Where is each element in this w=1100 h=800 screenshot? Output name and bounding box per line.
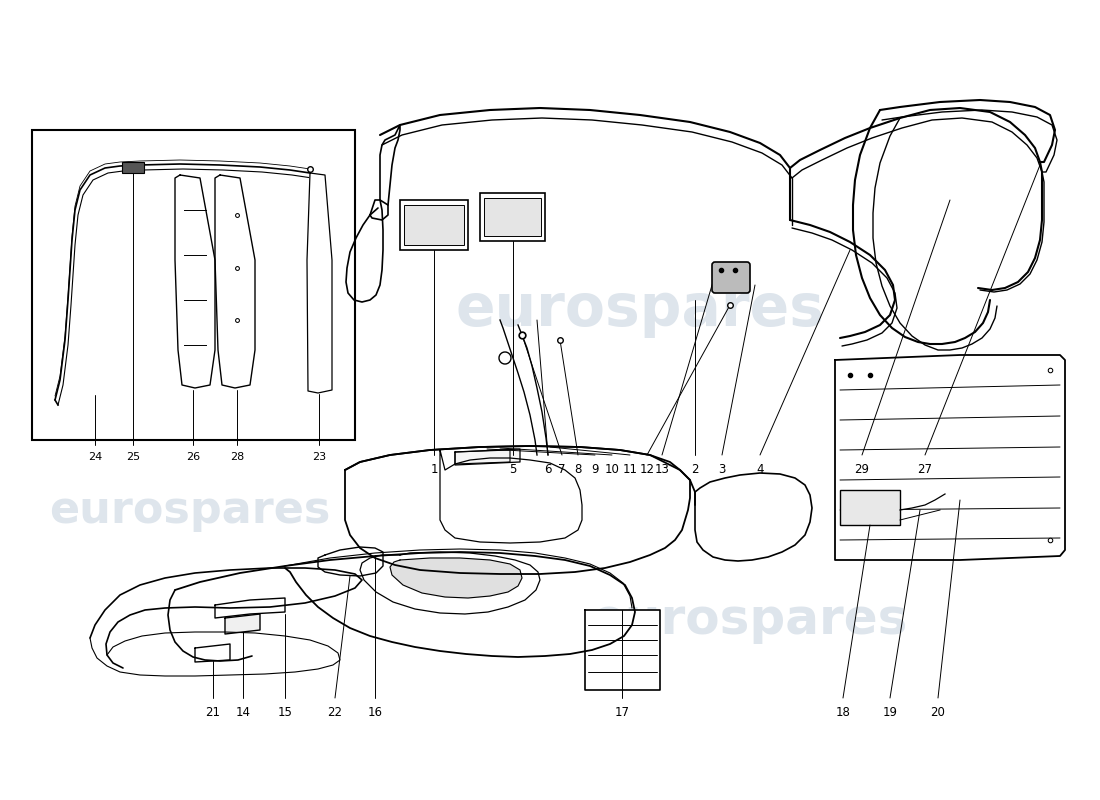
Polygon shape <box>214 598 285 618</box>
Bar <box>122 162 144 173</box>
Polygon shape <box>370 200 388 220</box>
Text: 11: 11 <box>623 463 638 476</box>
Text: 19: 19 <box>882 706 898 719</box>
Text: eurospares: eurospares <box>50 489 331 531</box>
Text: 14: 14 <box>235 706 251 719</box>
Polygon shape <box>835 355 1065 560</box>
Text: 20: 20 <box>931 706 945 719</box>
Polygon shape <box>390 558 522 598</box>
Text: 22: 22 <box>328 706 342 719</box>
Bar <box>840 490 900 525</box>
Polygon shape <box>585 610 660 690</box>
Text: 6: 6 <box>544 463 552 476</box>
Text: 9: 9 <box>592 463 598 476</box>
Text: 26: 26 <box>186 452 200 462</box>
FancyBboxPatch shape <box>712 262 750 293</box>
Text: 7: 7 <box>558 463 565 476</box>
Text: 10: 10 <box>605 463 619 476</box>
Text: 12: 12 <box>639 463 654 476</box>
Text: 8: 8 <box>574 463 582 476</box>
Text: 18: 18 <box>836 706 850 719</box>
Polygon shape <box>175 175 214 388</box>
Bar <box>484 198 541 236</box>
Polygon shape <box>214 175 255 388</box>
Text: 24: 24 <box>88 452 102 462</box>
Text: 16: 16 <box>367 706 383 719</box>
Text: 5: 5 <box>509 463 517 476</box>
Text: 21: 21 <box>206 706 220 719</box>
Text: 1: 1 <box>430 463 438 476</box>
Text: eurospares: eurospares <box>455 282 825 338</box>
Text: eurospares: eurospares <box>592 596 909 644</box>
Polygon shape <box>379 125 400 205</box>
Text: 25: 25 <box>125 452 140 462</box>
Text: 13: 13 <box>654 463 670 476</box>
Polygon shape <box>195 644 230 662</box>
Bar <box>404 205 464 245</box>
Text: 23: 23 <box>312 452 326 462</box>
Polygon shape <box>455 449 520 465</box>
Polygon shape <box>345 446 690 574</box>
Polygon shape <box>226 614 260 634</box>
Bar <box>400 200 468 250</box>
Bar <box>32 130 355 440</box>
Polygon shape <box>695 473 812 561</box>
Text: 27: 27 <box>917 463 933 476</box>
Polygon shape <box>318 547 383 576</box>
Text: 17: 17 <box>615 706 629 719</box>
Text: 29: 29 <box>855 463 869 476</box>
Text: 15: 15 <box>277 706 293 719</box>
Text: 3: 3 <box>718 463 726 476</box>
Text: 28: 28 <box>230 452 244 462</box>
Bar <box>480 193 544 241</box>
Text: 2: 2 <box>691 463 698 476</box>
Text: 4: 4 <box>757 463 763 476</box>
Polygon shape <box>307 173 332 393</box>
